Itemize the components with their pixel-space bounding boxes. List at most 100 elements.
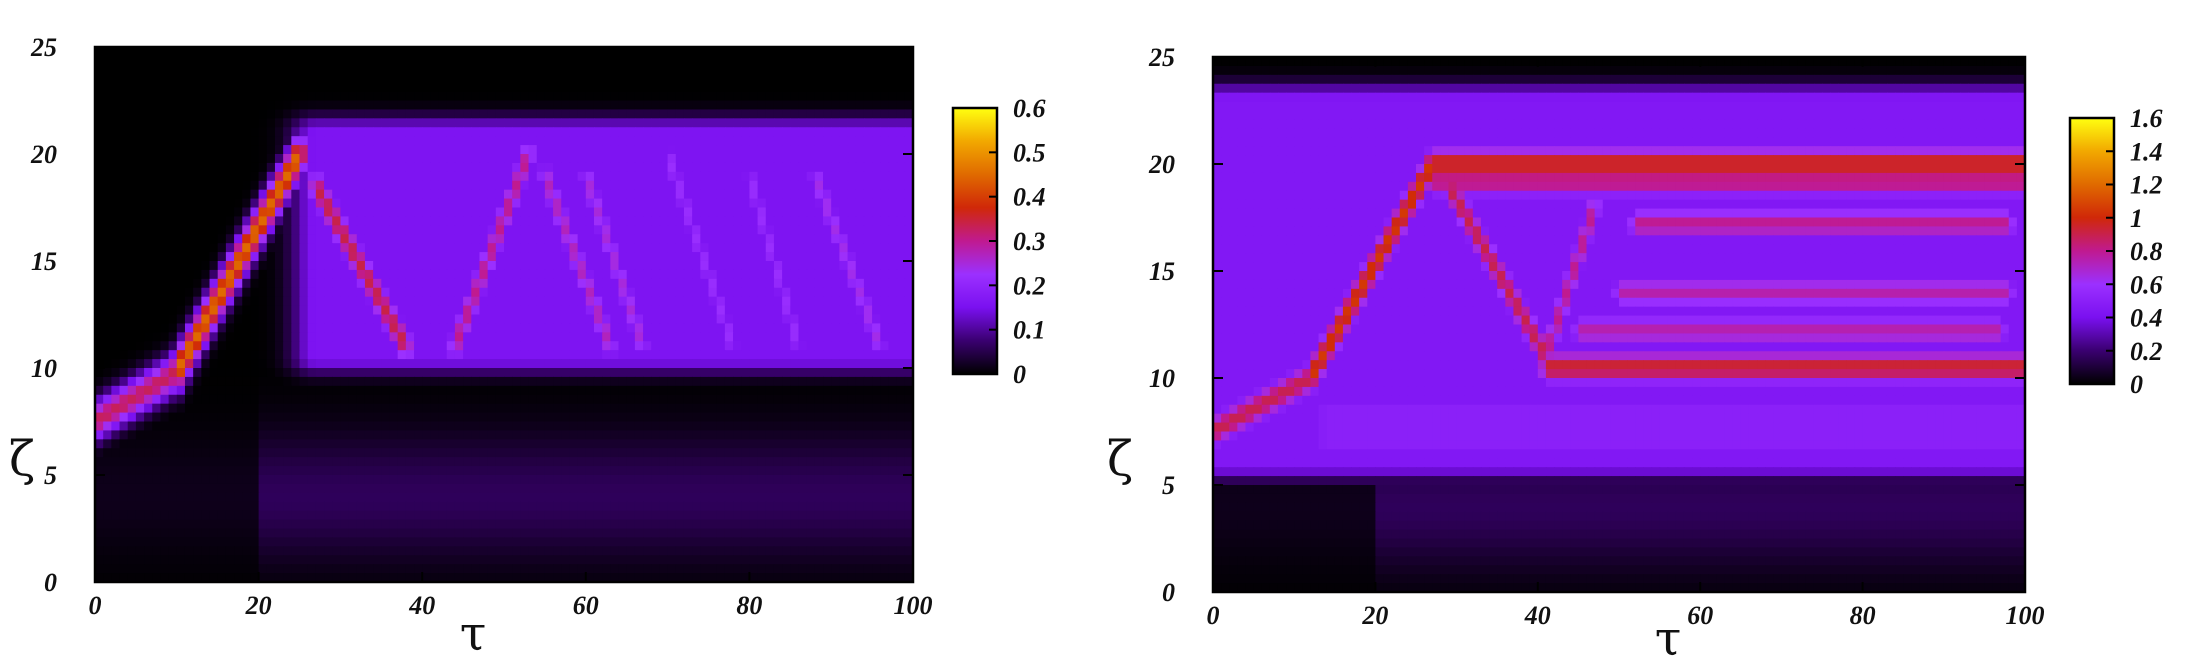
heatmap-cell: [193, 82, 202, 93]
heatmap-cell: [291, 323, 301, 333]
heatmap-cell: [888, 73, 898, 84]
heatmap-cell: [880, 118, 890, 128]
heatmap-cell: [119, 189, 129, 200]
heatmap-cell: [544, 189, 554, 200]
heatmap-cell: [782, 278, 791, 289]
heatmap-cell: [700, 234, 710, 244]
heatmap-cell: [430, 332, 440, 342]
heatmap-cell: [512, 154, 521, 164]
heatmap-cell: [487, 448, 497, 458]
heatmap-cell: [184, 171, 194, 182]
heatmap-cell: [152, 287, 162, 298]
heatmap-cell: [504, 154, 513, 164]
heatmap-cell: [724, 296, 734, 307]
heatmap-cell: [103, 171, 112, 182]
heatmap-cell: [446, 73, 456, 84]
heatmap-cell: [872, 359, 881, 369]
heatmap-cell: [242, 91, 252, 102]
heatmap-cell: [765, 252, 775, 262]
heatmap-cell: [389, 225, 399, 235]
heatmap-cell: [904, 368, 914, 378]
heatmap-cell: [536, 207, 546, 218]
heatmap-cell: [324, 225, 333, 235]
heatmap-cell: [438, 47, 448, 57]
heatmap-cell: [209, 296, 219, 307]
heatmap-cell: [618, 412, 628, 423]
heatmap-cell: [904, 341, 914, 351]
heatmap-cell: [356, 475, 366, 485]
heatmap-cell: [299, 448, 309, 458]
heatmap-cell: [111, 287, 121, 298]
heatmap-cell: [757, 385, 767, 396]
heatmap-cell: [495, 100, 505, 111]
heatmap-cell: [765, 189, 775, 200]
heatmap-cell: [266, 261, 276, 271]
heatmap-cell: [708, 466, 718, 476]
heatmap-cell: [405, 64, 415, 75]
heatmap-cell: [160, 332, 170, 342]
heatmap-cell: [888, 448, 898, 458]
heatmap-cell: [700, 287, 710, 298]
heatmap-cell: [593, 261, 603, 271]
heatmap-cell: [127, 47, 137, 57]
heatmap-cell: [332, 162, 341, 173]
heatmap-cell: [438, 145, 448, 155]
heatmap-cell: [184, 278, 194, 289]
heatmap-cell: [373, 216, 382, 226]
heatmap-cell: [700, 439, 710, 449]
heatmap-cell: [242, 189, 252, 200]
heatmap-cell: [348, 261, 358, 271]
heatmap-cell: [806, 145, 816, 155]
heatmap-cell: [602, 359, 611, 369]
heatmap-cell: [463, 243, 472, 253]
heatmap-cell: [839, 314, 849, 325]
heatmap-cell: [520, 225, 530, 235]
heatmap-cell: [659, 47, 669, 57]
heatmap-cell: [659, 189, 669, 200]
heatmap-cell: [381, 154, 391, 164]
heatmap-cell: [135, 234, 145, 244]
heatmap-cell: [569, 55, 579, 66]
heatmap-cell: [217, 91, 227, 102]
heatmap-cell: [471, 252, 481, 262]
heatmap-cell: [438, 278, 448, 289]
heatmap-cell: [299, 91, 309, 102]
heatmap-cell: [880, 64, 890, 75]
heatmap-cell: [536, 154, 546, 164]
heatmap-cell: [127, 278, 137, 289]
heatmap-cell: [340, 394, 350, 405]
heatmap-cell: [299, 109, 309, 119]
heatmap-cell: [471, 439, 481, 449]
heatmap-cell: [773, 180, 783, 191]
heatmap-cell: [332, 368, 341, 378]
heatmap-cell: [700, 323, 710, 333]
heatmap-cell: [651, 55, 661, 66]
heatmap-cell: [430, 64, 440, 75]
heatmap-cell: [111, 198, 121, 209]
heatmap-cell: [225, 475, 235, 485]
heatmap-cell: [315, 457, 325, 467]
heatmap-cell: [602, 439, 611, 449]
heatmap-cell: [536, 100, 546, 111]
heatmap-cell: [593, 394, 603, 405]
heatmap-cell: [806, 457, 816, 467]
heatmap-cell: [405, 127, 415, 137]
heatmap-cell: [438, 332, 448, 342]
heatmap-cell: [234, 91, 243, 102]
heatmap-cell: [225, 234, 235, 244]
heatmap-cell: [201, 136, 211, 146]
heatmap-cell: [577, 430, 587, 440]
heatmap-cell: [495, 430, 505, 440]
heatmap-cell: [463, 466, 472, 476]
heatmap-cell: [618, 359, 628, 369]
heatmap-cell: [397, 394, 407, 405]
heatmap-cell: [274, 368, 284, 378]
heatmap-cell: [724, 341, 734, 351]
heatmap-cell: [225, 216, 235, 226]
heatmap-cell: [299, 341, 309, 351]
heatmap-cell: [634, 394, 644, 405]
heatmap-cell: [643, 359, 652, 369]
heatmap-cell: [733, 287, 742, 298]
heatmap-cell: [414, 269, 423, 280]
heatmap-cell: [593, 323, 603, 333]
